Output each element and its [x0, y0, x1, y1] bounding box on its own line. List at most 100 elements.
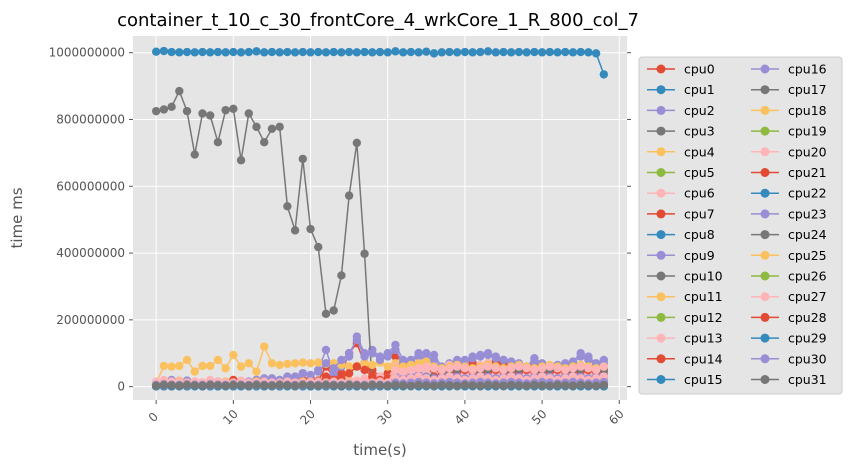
data-point: [159, 46, 169, 56]
x-tick-label: 50: [529, 407, 550, 428]
data-point: [599, 380, 609, 390]
data-point: [375, 47, 385, 57]
data-point: [499, 365, 508, 375]
legend: cpu0 cpu1 cpu2 cpu3 cpu4 cpu5 cpu6 cpu7 cpu8 cpu9…: [638, 56, 843, 395]
data-point: [360, 365, 369, 375]
data-point: [437, 48, 446, 57]
x-tick-label: 60: [606, 407, 627, 428]
data-point: [221, 364, 230, 373]
data-point: [260, 381, 269, 390]
data-point: [429, 49, 439, 58]
data-point: [545, 47, 555, 57]
legend-label: cpu11: [684, 289, 723, 304]
data-point: [244, 109, 253, 118]
data-point: [522, 364, 531, 373]
data-point: [576, 380, 585, 390]
legend-label: cpu27: [788, 289, 827, 304]
data-point: [352, 381, 362, 390]
legend-label: cpu22: [788, 186, 827, 201]
legend-marker: [760, 147, 770, 157]
data-point: [267, 359, 277, 368]
data-point: [329, 47, 338, 57]
data-point: [491, 364, 500, 373]
data-point: [205, 48, 215, 57]
data-point: [167, 362, 176, 371]
legend-label: cpu7: [684, 206, 715, 221]
legend-label: cpu20: [788, 144, 827, 159]
legend-item-cpu27: cpu27: [751, 289, 827, 304]
legend-item-cpu5: cpu5: [647, 165, 715, 180]
data-point: [591, 365, 601, 375]
data-point: [314, 47, 323, 57]
x-tick-label: 30: [375, 407, 396, 428]
data-point: [568, 48, 578, 57]
data-point: [437, 365, 446, 375]
data-point: [537, 381, 547, 390]
data-point: [229, 380, 238, 390]
legend-marker: [760, 126, 770, 136]
data-point: [414, 380, 423, 390]
legend-marker: [760, 292, 770, 302]
legend-label: cpu21: [788, 165, 827, 180]
data-point: [445, 381, 454, 390]
data-point: [530, 380, 539, 390]
data-point: [375, 381, 385, 390]
data-point: [159, 105, 169, 114]
legend-item-cpu13: cpu13: [647, 331, 723, 346]
data-point: [483, 350, 493, 360]
legend-item-cpu10: cpu10: [647, 269, 723, 284]
legend-item-cpu18: cpu18: [751, 103, 827, 118]
data-point: [190, 381, 199, 390]
data-point: [491, 354, 500, 363]
data-point: [422, 362, 431, 371]
data-point: [352, 138, 362, 148]
data-point: [298, 369, 308, 378]
data-point: [221, 381, 230, 390]
legend-item-cpu6: cpu6: [647, 186, 715, 201]
data-point: [306, 48, 315, 57]
data-point: [491, 48, 500, 57]
data-point: [368, 48, 377, 57]
data-point: [252, 380, 261, 390]
data-point: [414, 352, 423, 361]
data-point: [476, 381, 485, 390]
data-point: [229, 104, 238, 114]
legend-marker: [760, 64, 770, 74]
legend-label: cpu16: [788, 62, 827, 77]
data-point: [329, 381, 338, 390]
data-point: [221, 48, 230, 57]
y-tick-label: 600000000: [56, 179, 125, 193]
data-point: [522, 381, 531, 390]
data-point: [151, 381, 161, 390]
legend-label: cpu24: [788, 227, 827, 242]
data-point: [298, 358, 308, 367]
legend-marker: [656, 333, 666, 343]
data-point: [290, 226, 300, 235]
legend-marker: [656, 292, 666, 302]
y-axis-label: time ms: [8, 187, 26, 248]
legend-label: cpu14: [684, 351, 723, 366]
data-point: [175, 86, 184, 96]
data-point: [383, 362, 392, 371]
legend-label: cpu5: [684, 165, 715, 180]
data-point: [568, 381, 578, 390]
legend-marker: [656, 64, 666, 74]
data-point: [260, 48, 269, 57]
data-point: [182, 380, 192, 390]
data-point: [337, 381, 346, 390]
data-point: [398, 48, 408, 57]
legend-label: cpu23: [788, 206, 827, 221]
legend-marker: [656, 105, 666, 115]
data-point: [321, 309, 331, 319]
data-point: [499, 47, 508, 57]
data-point: [298, 380, 308, 390]
legend-marker: [656, 250, 666, 260]
legend-marker: [656, 168, 666, 177]
legend-item-cpu0: cpu0: [647, 62, 715, 77]
legend-marker: [760, 250, 770, 260]
data-point: [406, 47, 416, 57]
data-point: [306, 359, 315, 368]
legend-label: cpu3: [684, 124, 715, 139]
legend-label: cpu4: [684, 144, 715, 159]
data-point: [352, 48, 362, 57]
